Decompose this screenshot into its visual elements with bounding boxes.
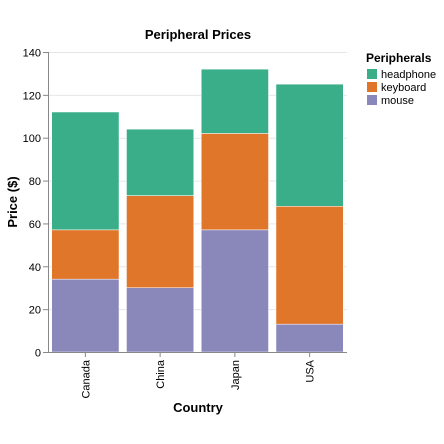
bar-keyboard-china[interactable]	[126, 195, 195, 288]
bar-keyboard-japan[interactable]	[200, 133, 269, 231]
y-tick-label: 80	[29, 176, 41, 188]
x-tick-label-usa: USA	[305, 359, 317, 382]
y-tick-label: 40	[29, 262, 41, 274]
bar-keyboard-usa[interactable]	[275, 206, 344, 325]
bars	[51, 68, 344, 353]
legend-label-headphone: headphone	[381, 69, 436, 81]
legend-title: Peripherals	[366, 51, 432, 65]
y-tick-label: 60	[29, 219, 41, 231]
chart-title: Peripheral Prices	[145, 27, 251, 42]
legend-swatch-mouse[interactable]	[367, 95, 377, 105]
y-axis-title: Price ($)	[5, 176, 20, 227]
x-tick-label-china: China	[155, 359, 167, 389]
y-tick-label: 0	[35, 348, 41, 360]
bar-mouse-canada[interactable]	[51, 278, 120, 353]
y-tick-label: 120	[23, 90, 41, 102]
bar-mouse-china[interactable]	[126, 287, 195, 353]
legend-swatch-headphone[interactable]	[367, 69, 377, 79]
bar-headphone-canada[interactable]	[51, 111, 120, 231]
legend-label-mouse: mouse	[381, 95, 414, 107]
bar-mouse-japan[interactable]	[200, 229, 269, 353]
axes: 0 20 40 60 80 100 120 140 Canada China Japan USA	[23, 48, 347, 399]
x-axis-title: Country	[173, 400, 224, 415]
x-tick-label-canada: Canada	[80, 359, 92, 398]
legend-label-keyboard: keyboard	[381, 82, 426, 94]
bar-headphone-japan[interactable]	[200, 68, 269, 134]
bar-keyboard-canada[interactable]	[51, 229, 120, 280]
bar-headphone-china[interactable]	[126, 128, 195, 196]
bar-headphone-usa[interactable]	[275, 83, 344, 207]
bar-mouse-usa[interactable]	[275, 323, 344, 353]
y-tick-label: 140	[23, 48, 41, 60]
x-tick-label-japan: Japan	[230, 360, 242, 390]
legend-swatch-keyboard[interactable]	[367, 82, 377, 92]
y-tick-label: 20	[29, 305, 41, 317]
y-tick-label: 100	[23, 133, 41, 145]
